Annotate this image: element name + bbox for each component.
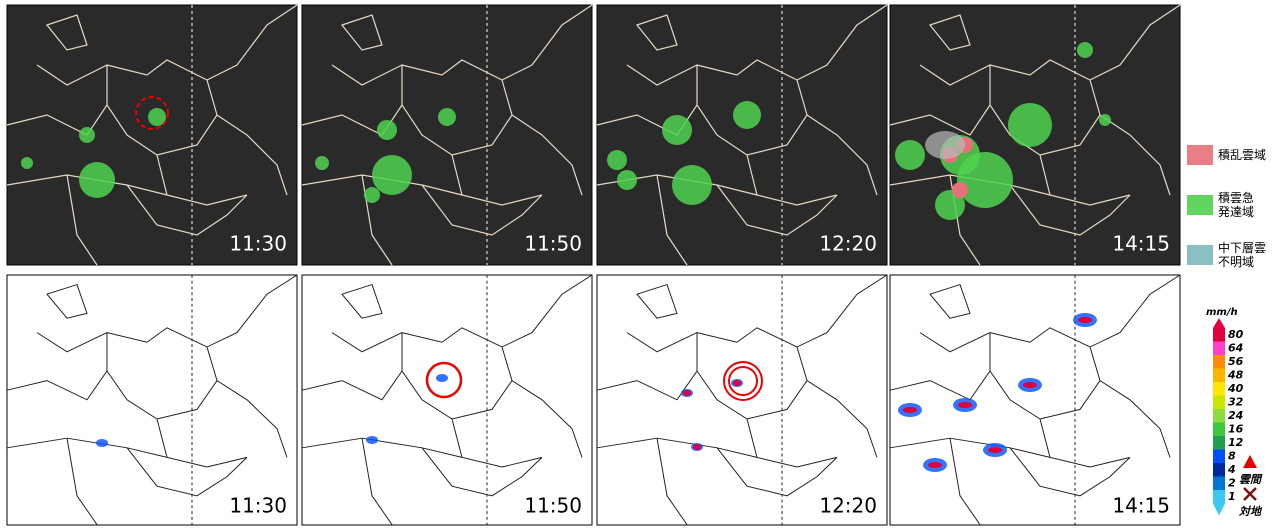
scale-box: [1213, 369, 1225, 383]
scale-unit: mm/h: [1206, 307, 1238, 318]
scale-box: [1213, 396, 1225, 410]
scale-label: 48: [1227, 368, 1244, 381]
scale-box: [1213, 490, 1225, 504]
ground-lightning-icon: [1244, 488, 1256, 500]
cumulus-area: [79, 127, 95, 143]
scale-box: [1213, 423, 1225, 437]
panel-bg: [7, 275, 297, 525]
scale-label: 2: [1228, 476, 1236, 489]
strong-echo: [733, 380, 741, 386]
satellite-panel: 14:15: [890, 5, 1180, 265]
panel-bg: [302, 275, 592, 525]
scale-box: [1213, 436, 1225, 450]
scale-box: [1213, 450, 1225, 464]
time-label: 12:20: [819, 232, 877, 256]
satellite-panel: 11:30: [7, 5, 297, 265]
scale-box: [1213, 409, 1225, 423]
scale-label: 16: [1228, 422, 1244, 435]
radar-panel: 12:20: [597, 275, 887, 525]
scale-box: [1213, 355, 1225, 369]
legend-label: 中下層雲不明域: [1218, 240, 1266, 269]
cumulus-area: [372, 155, 412, 195]
cumulus-area: [957, 152, 1013, 208]
unknown-area: [925, 131, 965, 159]
cumulus-area: [21, 157, 33, 169]
cumulus-area: [733, 101, 761, 129]
scale-box: [1213, 477, 1225, 491]
scale-label: 40: [1227, 382, 1244, 395]
legend-label: 積雲急発達域: [1218, 190, 1254, 219]
scale-label: 24: [1228, 409, 1243, 422]
time-label: 14:15: [1112, 232, 1170, 256]
satellite-panel: 11:50: [302, 5, 592, 265]
strong-echo: [928, 462, 942, 468]
cumulus-area: [1099, 114, 1111, 126]
legend-label: 積乱雲域: [1218, 147, 1266, 162]
panel-bg: [890, 275, 1180, 525]
scale-label: 1: [1228, 490, 1236, 503]
cumulus-area: [1077, 42, 1093, 58]
strong-echo: [693, 444, 701, 450]
scale-label: 64: [1228, 341, 1243, 354]
satellite-panel: 12:20: [597, 5, 887, 265]
cumulus-area: [438, 108, 456, 126]
strong-echo: [1023, 382, 1037, 388]
cumulus-area: [662, 115, 692, 145]
time-label: 11:30: [229, 494, 287, 518]
scale-box: [1213, 342, 1225, 356]
time-label: 11:50: [524, 232, 582, 256]
rain-echo: [96, 439, 108, 447]
cumulus-area: [79, 162, 115, 198]
time-label: 14:15: [1112, 494, 1170, 518]
rain-echo: [366, 436, 378, 444]
scale-label: 8: [1228, 449, 1236, 462]
cumulus-area: [895, 140, 925, 170]
strong-echo: [958, 402, 972, 408]
radar-panel: 11:30: [7, 275, 297, 525]
radar-panel: 14:15: [890, 275, 1180, 525]
cb-area: [952, 182, 968, 198]
cumulus-area: [617, 170, 637, 190]
scale-box: [1213, 328, 1225, 342]
time-label: 12:20: [819, 494, 877, 518]
cumulus-area: [364, 187, 380, 203]
cloud-lightning-icon: [1243, 455, 1257, 468]
strong-echo: [683, 390, 691, 396]
scale-label: 4: [1227, 463, 1236, 476]
legend-swatch: [1187, 145, 1213, 165]
scale-label: 80: [1228, 328, 1244, 341]
scale-label: 56: [1228, 355, 1244, 368]
cumulus-area: [1008, 103, 1052, 147]
time-label: 11:50: [524, 494, 582, 518]
cumulus-area: [315, 156, 329, 170]
cumulus-area: [607, 150, 627, 170]
radar-panel: 11:50: [302, 275, 592, 525]
scale-bottom: [1213, 504, 1225, 516]
strong-echo: [988, 447, 1002, 453]
lightning-label: 雲間: [1239, 473, 1263, 486]
strong-echo: [903, 407, 917, 413]
scale-top: [1213, 318, 1225, 328]
legend-swatch: [1187, 195, 1213, 215]
legend-swatch: [1187, 245, 1213, 265]
scale-box: [1213, 382, 1225, 396]
strong-echo: [1078, 317, 1092, 323]
cumulus-area: [377, 120, 397, 140]
scale-label: 32: [1228, 395, 1244, 408]
time-label: 11:30: [229, 232, 287, 256]
lightning-label: 対地: [1238, 505, 1263, 518]
cumulus-area: [672, 165, 712, 205]
rain-echo: [436, 374, 448, 382]
scale-box: [1213, 463, 1225, 477]
figure: 11:30 11:30 11:50 11:50 12:20 12:20 14:15 14:15…: [0, 0, 1281, 529]
scale-label: 12: [1228, 436, 1244, 449]
